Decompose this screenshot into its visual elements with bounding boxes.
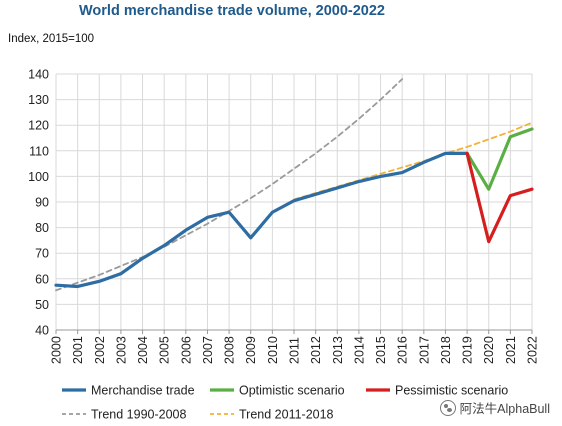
watermark-text: 阿法牛AlphaBull [459, 402, 550, 416]
x-tick-label-2018: 2018 [439, 336, 453, 364]
series-line-pessimistic-scenario [465, 151, 534, 244]
legend-label-pessimistic-scenario: Pessimistic scenario [395, 384, 508, 398]
x-tick-label-2011: 2011 [288, 337, 302, 364]
y-tick-label-70: 70 [35, 247, 49, 261]
x-tick-label-2008: 2008 [223, 336, 237, 364]
series-line-merchandise-trade [54, 151, 469, 289]
chart-title: World merchandise trade volume, 2000-202… [79, 3, 385, 19]
x-tick-label-2006: 2006 [179, 336, 193, 364]
y-tick-label-50: 50 [35, 298, 49, 312]
y-tick-label-140: 140 [28, 68, 49, 82]
y-tick-label-120: 120 [28, 119, 49, 133]
series-line-trend-2011-2018 [293, 121, 533, 201]
x-tick-label-2022: 2022 [526, 336, 540, 364]
legend-label-trend-2011-2018: Trend 2011-2018 [239, 408, 334, 422]
legend-label-optimistic-scenario: Optimistic scenario [239, 384, 345, 398]
x-tick-label-2012: 2012 [309, 336, 323, 364]
x-tick-label-2015: 2015 [374, 336, 388, 364]
y-tick-label-130: 130 [28, 93, 49, 107]
x-tick-label-2010: 2010 [266, 336, 280, 364]
x-tick-label-2020: 2020 [482, 336, 496, 364]
y-tick-label-90: 90 [35, 196, 49, 210]
x-tick-label-2000: 2000 [50, 336, 64, 364]
x-tick-label-2007: 2007 [201, 336, 215, 364]
x-tick-label-2001: 2001 [71, 336, 85, 364]
y-tick-label-40: 40 [35, 324, 49, 338]
series-line-optimistic-scenario [465, 127, 534, 191]
x-tick-label-2009: 2009 [244, 336, 258, 364]
x-tick-label-2002: 2002 [93, 336, 107, 364]
watermark: 阿法牛AlphaBull [439, 398, 550, 417]
y-tick-label-60: 60 [35, 272, 49, 286]
x-tick-label-2019: 2019 [461, 336, 475, 364]
x-tick-label-2021: 2021 [504, 336, 518, 364]
x-tick-label-2005: 2005 [158, 336, 172, 364]
x-tick-label-2017: 2017 [417, 336, 431, 364]
legend-label-merchandise-trade: Merchandise trade [91, 384, 195, 398]
wechat-icon [439, 399, 456, 416]
y-tick-label-80: 80 [35, 221, 49, 235]
x-tick-label-2013: 2013 [331, 336, 345, 364]
y-tick-label-110: 110 [29, 144, 49, 158]
x-tick-label-2004: 2004 [136, 336, 150, 364]
chart-subtitle: Index, 2015=100 [8, 33, 95, 45]
x-tick-label-2014: 2014 [352, 336, 366, 364]
x-tick-label-2016: 2016 [396, 336, 410, 364]
x-tick-label-2003: 2003 [114, 336, 128, 364]
legend-label-trend-1990-2008: Trend 1990-2008 [91, 408, 186, 422]
y-tick-label-100: 100 [28, 170, 49, 184]
